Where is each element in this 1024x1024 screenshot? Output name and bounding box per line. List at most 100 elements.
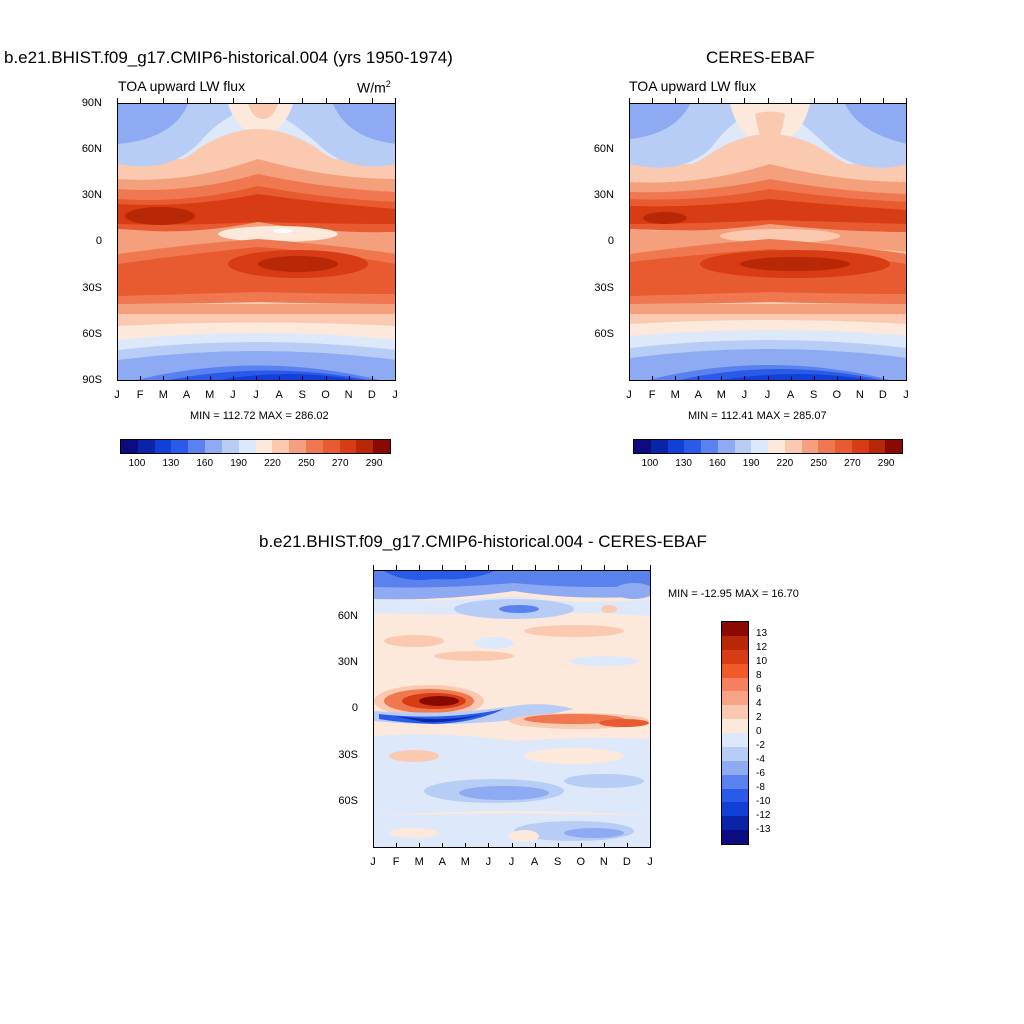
x-tick-mark (557, 565, 559, 570)
x-tick-mark (859, 376, 861, 381)
x-tick-mark (652, 376, 654, 381)
x-tick-mark (163, 376, 165, 381)
colorbar-label: 100 (641, 458, 659, 469)
x-tick-mark (882, 376, 884, 381)
x-tick-mark (580, 565, 582, 570)
x-tick-mark (256, 376, 257, 381)
x-tick-label: J (392, 389, 398, 401)
x-tick-mark (534, 565, 536, 570)
x-tick-mark (325, 376, 327, 381)
x-tick-mark (163, 98, 165, 103)
x-tick-mark (302, 98, 304, 103)
x-tick-mark (906, 376, 907, 381)
x-tick-mark (744, 376, 746, 381)
x-tick-mark (698, 376, 700, 381)
colorbar-swatch (722, 663, 748, 678)
x-tick-mark (117, 98, 118, 103)
colorbar-swatch (684, 440, 701, 453)
colorbar-swatch (722, 649, 748, 664)
panel3-ytick-label: 30N (337, 656, 358, 668)
panel1-units-label: W/m2 (357, 79, 391, 96)
panel2-minmax: MIN = 112.41 MAX = 285.07 (688, 410, 827, 422)
x-tick-label: F (136, 389, 144, 401)
colorbar-swatch (722, 677, 748, 692)
x-tick-mark (442, 565, 444, 570)
colorbar-label: 250 (297, 458, 315, 469)
x-tick-mark (209, 376, 211, 381)
x-tick-mark (279, 98, 281, 103)
panel1-colorbar (120, 439, 391, 454)
panel2-ytick-label: 30N (593, 189, 614, 201)
colorbar-label: 130 (675, 458, 692, 469)
colorbar-swatch (722, 788, 748, 803)
x-tick-mark (836, 98, 838, 103)
panel2-title: CERES-EBAF (706, 48, 815, 67)
x-tick-mark (650, 565, 651, 570)
colorbar-swatch (137, 440, 155, 453)
colorbar-label: 220 (264, 458, 281, 469)
colorbar-swatch (835, 440, 852, 453)
x-tick-label: J (370, 856, 376, 868)
x-tick-label: A (530, 856, 539, 868)
x-tick-mark (186, 376, 188, 381)
x-tick-label: F (392, 856, 400, 868)
x-tick-mark (465, 565, 467, 570)
colorbar-label: -6 (756, 768, 765, 779)
x-tick-mark (140, 376, 142, 381)
colorbar-swatch (722, 760, 748, 775)
x-tick-label: D (622, 856, 631, 868)
panel1-plot (117, 103, 396, 381)
x-tick-mark (603, 565, 605, 570)
x-tick-mark (442, 843, 444, 848)
x-tick-mark (511, 843, 513, 848)
colorbar-label: 8 (756, 670, 762, 681)
x-tick-mark (373, 565, 374, 570)
panel1-ytick-label: 30N (81, 189, 102, 201)
colorbar-swatch (650, 440, 668, 453)
x-tick-label: M (414, 856, 424, 868)
x-tick-mark (209, 98, 211, 103)
x-tick-label: O (832, 389, 842, 401)
colorbar-swatch (356, 440, 374, 453)
x-tick-label: J (485, 856, 492, 868)
colorbar-label: -12 (756, 810, 771, 821)
x-tick-mark (395, 98, 396, 103)
colorbar-swatch (322, 440, 340, 453)
colorbar-label: -10 (756, 796, 771, 807)
x-tick-label: M (716, 389, 726, 401)
panel3-title: b.e21.BHIST.f09_g17.CMIP6-historical.004… (259, 532, 707, 551)
panel1-title: b.e21.BHIST.f09_g17.CMIP6-historical.004… (4, 48, 453, 67)
x-tick-label: N (599, 856, 608, 868)
colorbar-swatch (154, 440, 172, 453)
x-tick-mark (117, 376, 118, 381)
colorbar-swatch (289, 440, 306, 453)
colorbar-swatch (722, 733, 748, 747)
x-tick-label: O (576, 856, 586, 868)
x-tick-mark (488, 843, 490, 848)
panel1-minmax: MIN = 112.72 MAX = 286.02 (190, 410, 329, 422)
colorbar-swatch (717, 440, 735, 453)
x-tick-mark (256, 98, 257, 103)
x-tick-mark (302, 376, 304, 381)
x-tick-mark (396, 565, 398, 570)
panel2-ytick-label: 30S (594, 282, 614, 294)
panel3-colorbar (721, 621, 749, 845)
x-tick-mark (140, 98, 142, 103)
x-tick-mark (859, 98, 861, 103)
panel1-ytick-label: 0 (95, 235, 102, 247)
x-tick-label: J (626, 389, 632, 401)
x-tick-mark (580, 843, 582, 848)
colorbar-swatch (305, 440, 323, 453)
x-tick-label: J (508, 856, 515, 868)
x-tick-label: N (344, 389, 353, 401)
x-tick-label: A (786, 389, 795, 401)
x-tick-label: J (114, 389, 120, 401)
x-tick-mark (675, 376, 677, 381)
x-tick-label: J (741, 389, 748, 401)
panel2-variable-label: TOA upward LW flux (629, 78, 757, 94)
colorbar-swatch (171, 440, 189, 453)
colorbar-swatch (751, 440, 768, 453)
colorbar-swatch (784, 440, 802, 453)
x-tick-mark (767, 376, 769, 381)
colorbar-swatch (205, 440, 222, 453)
